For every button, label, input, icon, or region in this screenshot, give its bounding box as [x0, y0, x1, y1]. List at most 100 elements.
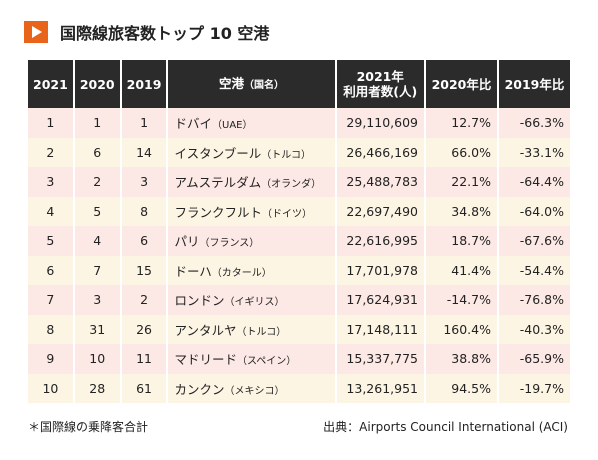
source: 出典：Airports Council International (ACI) [323, 420, 568, 434]
table-row: 1 1 1 ドバイ（UAE） 29,110,609 12.7% -66.3% [28, 108, 570, 138]
cell: 17,701,978 [334, 255, 425, 285]
cell: 8 [28, 314, 74, 344]
cell: 14 [119, 137, 168, 167]
column-header: 2021年 利用者数(人) [334, 60, 425, 108]
country: （オランダ） [261, 179, 322, 191]
country: （トルコ） [261, 149, 312, 161]
cell: 2 [119, 285, 168, 315]
header-text: 空港 [218, 75, 244, 91]
airport-name: アムステルダム [174, 175, 262, 191]
title-icon [24, 21, 48, 43]
cell: 3 [72, 285, 121, 315]
table-row: 3 2 3 アムステルダム（オランダ） 25,488,783 22.1% -64.4% [28, 167, 570, 197]
country: （メキシコ） [224, 385, 285, 397]
cell: -64.4% [497, 167, 570, 197]
airport-name: イスタンブール [174, 145, 262, 161]
cell: -65.9% [497, 344, 570, 374]
airport-name: マドリード [174, 352, 237, 368]
airport-name: カンクン [174, 381, 225, 397]
column-header: 2019年比 [497, 60, 570, 108]
cell: 12.7% [424, 108, 498, 138]
cell: 94.5% [424, 373, 498, 403]
title-bar: 国際線旅客数トップ 10 空港 [24, 20, 269, 44]
cell: 28 [72, 373, 121, 403]
table-row: 8 31 26 アンタルヤ（トルコ） 17,148,111 160.4% -40.3% [28, 314, 570, 344]
cell: -19.7% [497, 373, 570, 403]
cell: 15,337,775 [334, 344, 425, 374]
cell: 66.0% [424, 137, 498, 167]
airport-name: ロンドン [174, 293, 225, 309]
cell: フランクフルト（ドイツ） [166, 196, 336, 226]
cell: 25,488,783 [334, 167, 425, 197]
cell: ドーハ（カタール） [166, 255, 336, 285]
cell: 13,261,951 [334, 373, 425, 403]
table-row: 9 10 11 マドリード（スペイン） 15,337,775 38.8% -65.9% [28, 344, 570, 374]
cell: -33.1% [497, 137, 570, 167]
cell: 31 [72, 314, 121, 344]
cell: 2 [72, 167, 121, 197]
cell: アムステルダム（オランダ） [166, 167, 336, 197]
cell: ロンドン（イギリス） [166, 285, 336, 315]
cell: 17,148,111 [334, 314, 425, 344]
cell: アンタルヤ（トルコ） [166, 314, 336, 344]
cell: -76.8% [497, 285, 570, 315]
cell: 8 [119, 196, 168, 226]
column-header: 2021 [28, 60, 74, 108]
header-row: 2021 2020 2019 空港（国名） 2021年 利用者数(人) 2020年比 2019… [28, 60, 570, 108]
cell: -14.7% [424, 285, 498, 315]
header-note: （国名） [244, 79, 284, 91]
country: （ドイツ） [262, 208, 312, 220]
airport-name: パリ [174, 234, 200, 250]
cell: 22,616,995 [334, 226, 425, 256]
cell: 11 [119, 344, 168, 374]
cell: 9 [28, 344, 74, 374]
column-header: 2020年比 [424, 60, 498, 108]
header-line: 利用者数(人) [343, 84, 418, 99]
cell: -54.4% [497, 255, 570, 285]
cell: 17,624,931 [334, 285, 425, 315]
cell: 5 [28, 226, 74, 256]
cell: 15 [119, 255, 168, 285]
table-row: 6 7 15 ドーハ（カタール） 17,701,978 41.4% -54.4% [28, 255, 570, 285]
column-header: 2019 [119, 60, 168, 108]
cell: 34.8% [424, 196, 498, 226]
cell: 10 [72, 344, 121, 374]
ranking-table: 2021 2020 2019 空港（国名） 2021年 利用者数(人) 2020年比 2019… [28, 60, 570, 403]
cell: -66.3% [497, 108, 570, 138]
cell: 6 [28, 255, 74, 285]
cell: ドバイ（UAE） [166, 108, 336, 138]
airport-name: アンタルヤ [174, 322, 237, 338]
cell: 6 [119, 226, 168, 256]
country: （スペイン） [237, 356, 297, 368]
airport-name: ドーハ [174, 263, 212, 279]
cell: 22,697,490 [334, 196, 425, 226]
table-row: 4 5 8 フランクフルト（ドイツ） 22,697,490 34.8% -64.0% [28, 196, 570, 226]
cell: 26,466,169 [334, 137, 425, 167]
cell: 41.4% [424, 255, 498, 285]
cell: 1 [72, 108, 121, 138]
cell: 22.1% [424, 167, 498, 197]
cell: 38.8% [424, 344, 498, 374]
cell: 1 [119, 108, 168, 138]
column-header: 2020 [72, 60, 121, 108]
cell: 6 [72, 137, 121, 167]
airport-name: フランクフルト [174, 204, 262, 220]
column-header: 空港（国名） [166, 60, 336, 108]
cell: 7 [72, 255, 121, 285]
country: （トルコ） [236, 326, 287, 338]
cell: 7 [28, 285, 74, 315]
cell: 26 [119, 314, 168, 344]
cell: -64.0% [497, 196, 570, 226]
table-row: 2 6 14 イスタンブール（トルコ） 26,466,169 66.0% -33.1% [28, 137, 570, 167]
airport-name: ドバイ [174, 116, 212, 132]
country: （イギリス） [224, 297, 285, 309]
cell: カンクン（メキシコ） [166, 373, 336, 403]
cell: 160.4% [424, 314, 498, 344]
table-row: 5 4 6 パリ（フランス） 22,616,995 18.7% -67.6% [28, 226, 570, 256]
table-row: 10 28 61 カンクン（メキシコ） 13,261,951 94.5% -19.7% [28, 373, 570, 403]
cell: マドリード（スペイン） [166, 344, 336, 374]
cell: 1 [28, 108, 74, 138]
cell: -67.6% [497, 226, 570, 256]
cell: -40.3% [497, 314, 570, 344]
footnote: ＊国際線の乗降客合計 [28, 420, 149, 434]
